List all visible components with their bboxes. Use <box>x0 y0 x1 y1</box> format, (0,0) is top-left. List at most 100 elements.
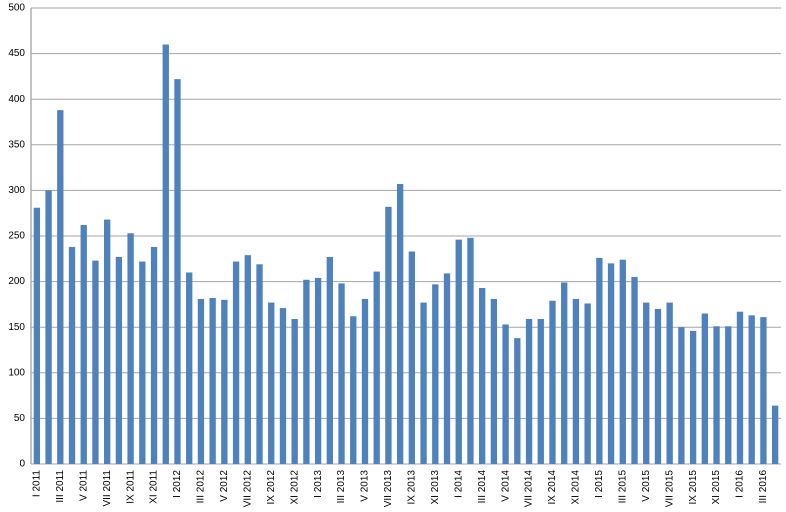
bar <box>408 251 416 464</box>
bar <box>45 190 52 464</box>
x-tick-label: I 2016 <box>735 470 746 498</box>
x-tick-label: III 2011 <box>55 470 66 503</box>
bar <box>525 318 533 464</box>
x-tick-label: XI 2015 <box>711 470 722 505</box>
bar <box>396 184 404 465</box>
x-tick-label: IX 2012 <box>266 470 277 505</box>
y-tick-label: 50 <box>14 413 26 424</box>
y-tick-label: 200 <box>8 276 25 287</box>
y-tick-label: 400 <box>8 94 25 105</box>
y-tick-label: 150 <box>8 322 25 333</box>
bar <box>596 257 603 464</box>
bar <box>139 261 146 464</box>
x-tick-label: V 2011 <box>78 470 89 501</box>
bar <box>256 264 263 464</box>
x-tick-label: VII 2014 <box>524 470 535 508</box>
bar <box>244 255 251 464</box>
x-tick-label: I 2011 <box>32 470 43 497</box>
bar <box>666 302 673 464</box>
bar <box>467 237 474 464</box>
x-tick-label: VII 2012 <box>242 470 253 508</box>
bar <box>92 260 99 464</box>
bar <box>186 272 193 464</box>
bar <box>678 327 685 464</box>
x-tick-label: V 2014 <box>500 470 511 502</box>
bar <box>607 263 615 464</box>
bar <box>713 326 720 464</box>
bar <box>291 318 298 464</box>
bar <box>338 283 345 464</box>
bar <box>104 219 111 464</box>
bar <box>514 338 521 464</box>
bar <box>127 233 134 464</box>
bar <box>490 298 498 464</box>
bar <box>162 44 169 464</box>
x-tick-label: I 2013 <box>313 470 324 498</box>
x-tick-label: VII 2013 <box>383 470 394 508</box>
bar <box>760 317 767 464</box>
x-tick-label: I 2012 <box>172 470 183 498</box>
y-tick-label: 100 <box>8 367 25 378</box>
bar <box>654 308 662 464</box>
x-tick-label: III 2012 <box>196 470 207 504</box>
x-tick-label: XI 2012 <box>289 470 300 505</box>
x-tick-label: III 2015 <box>617 470 628 504</box>
bar <box>303 279 310 464</box>
x-tick-label: XI 2013 <box>430 470 441 505</box>
bar <box>209 298 216 464</box>
bar <box>631 277 638 464</box>
bar <box>619 259 626 464</box>
x-tick-label: IX 2011 <box>125 470 136 504</box>
bar <box>361 298 369 464</box>
bar <box>68 246 76 464</box>
bar <box>279 308 287 464</box>
bar <box>455 239 462 464</box>
bar <box>502 324 509 464</box>
bar <box>221 299 228 464</box>
bar <box>232 261 240 464</box>
bar <box>561 282 568 464</box>
x-tick-label: III 2014 <box>477 470 488 504</box>
bar <box>314 277 322 464</box>
bar <box>174 79 181 465</box>
bar <box>373 271 380 464</box>
x-tick-label: XI 2011 <box>149 470 160 504</box>
bar <box>771 405 779 464</box>
bar <box>643 302 650 464</box>
y-tick-label: 250 <box>8 231 25 242</box>
x-tick-label: XI 2014 <box>571 470 582 505</box>
bar <box>268 302 275 464</box>
x-tick-label: V 2015 <box>641 470 652 502</box>
y-tick-label: 450 <box>8 48 25 59</box>
bar <box>33 207 41 464</box>
bar <box>725 326 732 464</box>
bar <box>150 246 158 464</box>
x-tick-label: I 2015 <box>594 470 605 498</box>
bar <box>350 316 357 464</box>
x-tick-label: V 2012 <box>219 470 230 502</box>
y-tick-label: 300 <box>8 185 25 196</box>
bar <box>385 206 392 465</box>
bar <box>689 330 697 464</box>
x-tick-label: I 2014 <box>453 470 464 498</box>
bar <box>584 303 591 464</box>
x-tick-label: IX 2015 <box>688 470 699 505</box>
bar <box>115 256 123 464</box>
bar <box>197 298 205 464</box>
x-tick-label: III 2016 <box>758 470 769 504</box>
bar <box>443 273 451 464</box>
bar <box>572 298 580 464</box>
bar <box>736 311 744 464</box>
x-tick-label: III 2013 <box>336 470 347 504</box>
bar <box>420 302 427 464</box>
x-tick-label: V 2013 <box>360 470 371 502</box>
y-tick-label: 0 <box>19 459 25 470</box>
bar <box>549 300 556 464</box>
y-tick-label: 500 <box>8 3 25 14</box>
x-tick-label: VII 2011 <box>102 470 113 507</box>
bar <box>80 225 87 464</box>
y-tick-label: 350 <box>8 139 25 150</box>
bar <box>537 318 544 464</box>
